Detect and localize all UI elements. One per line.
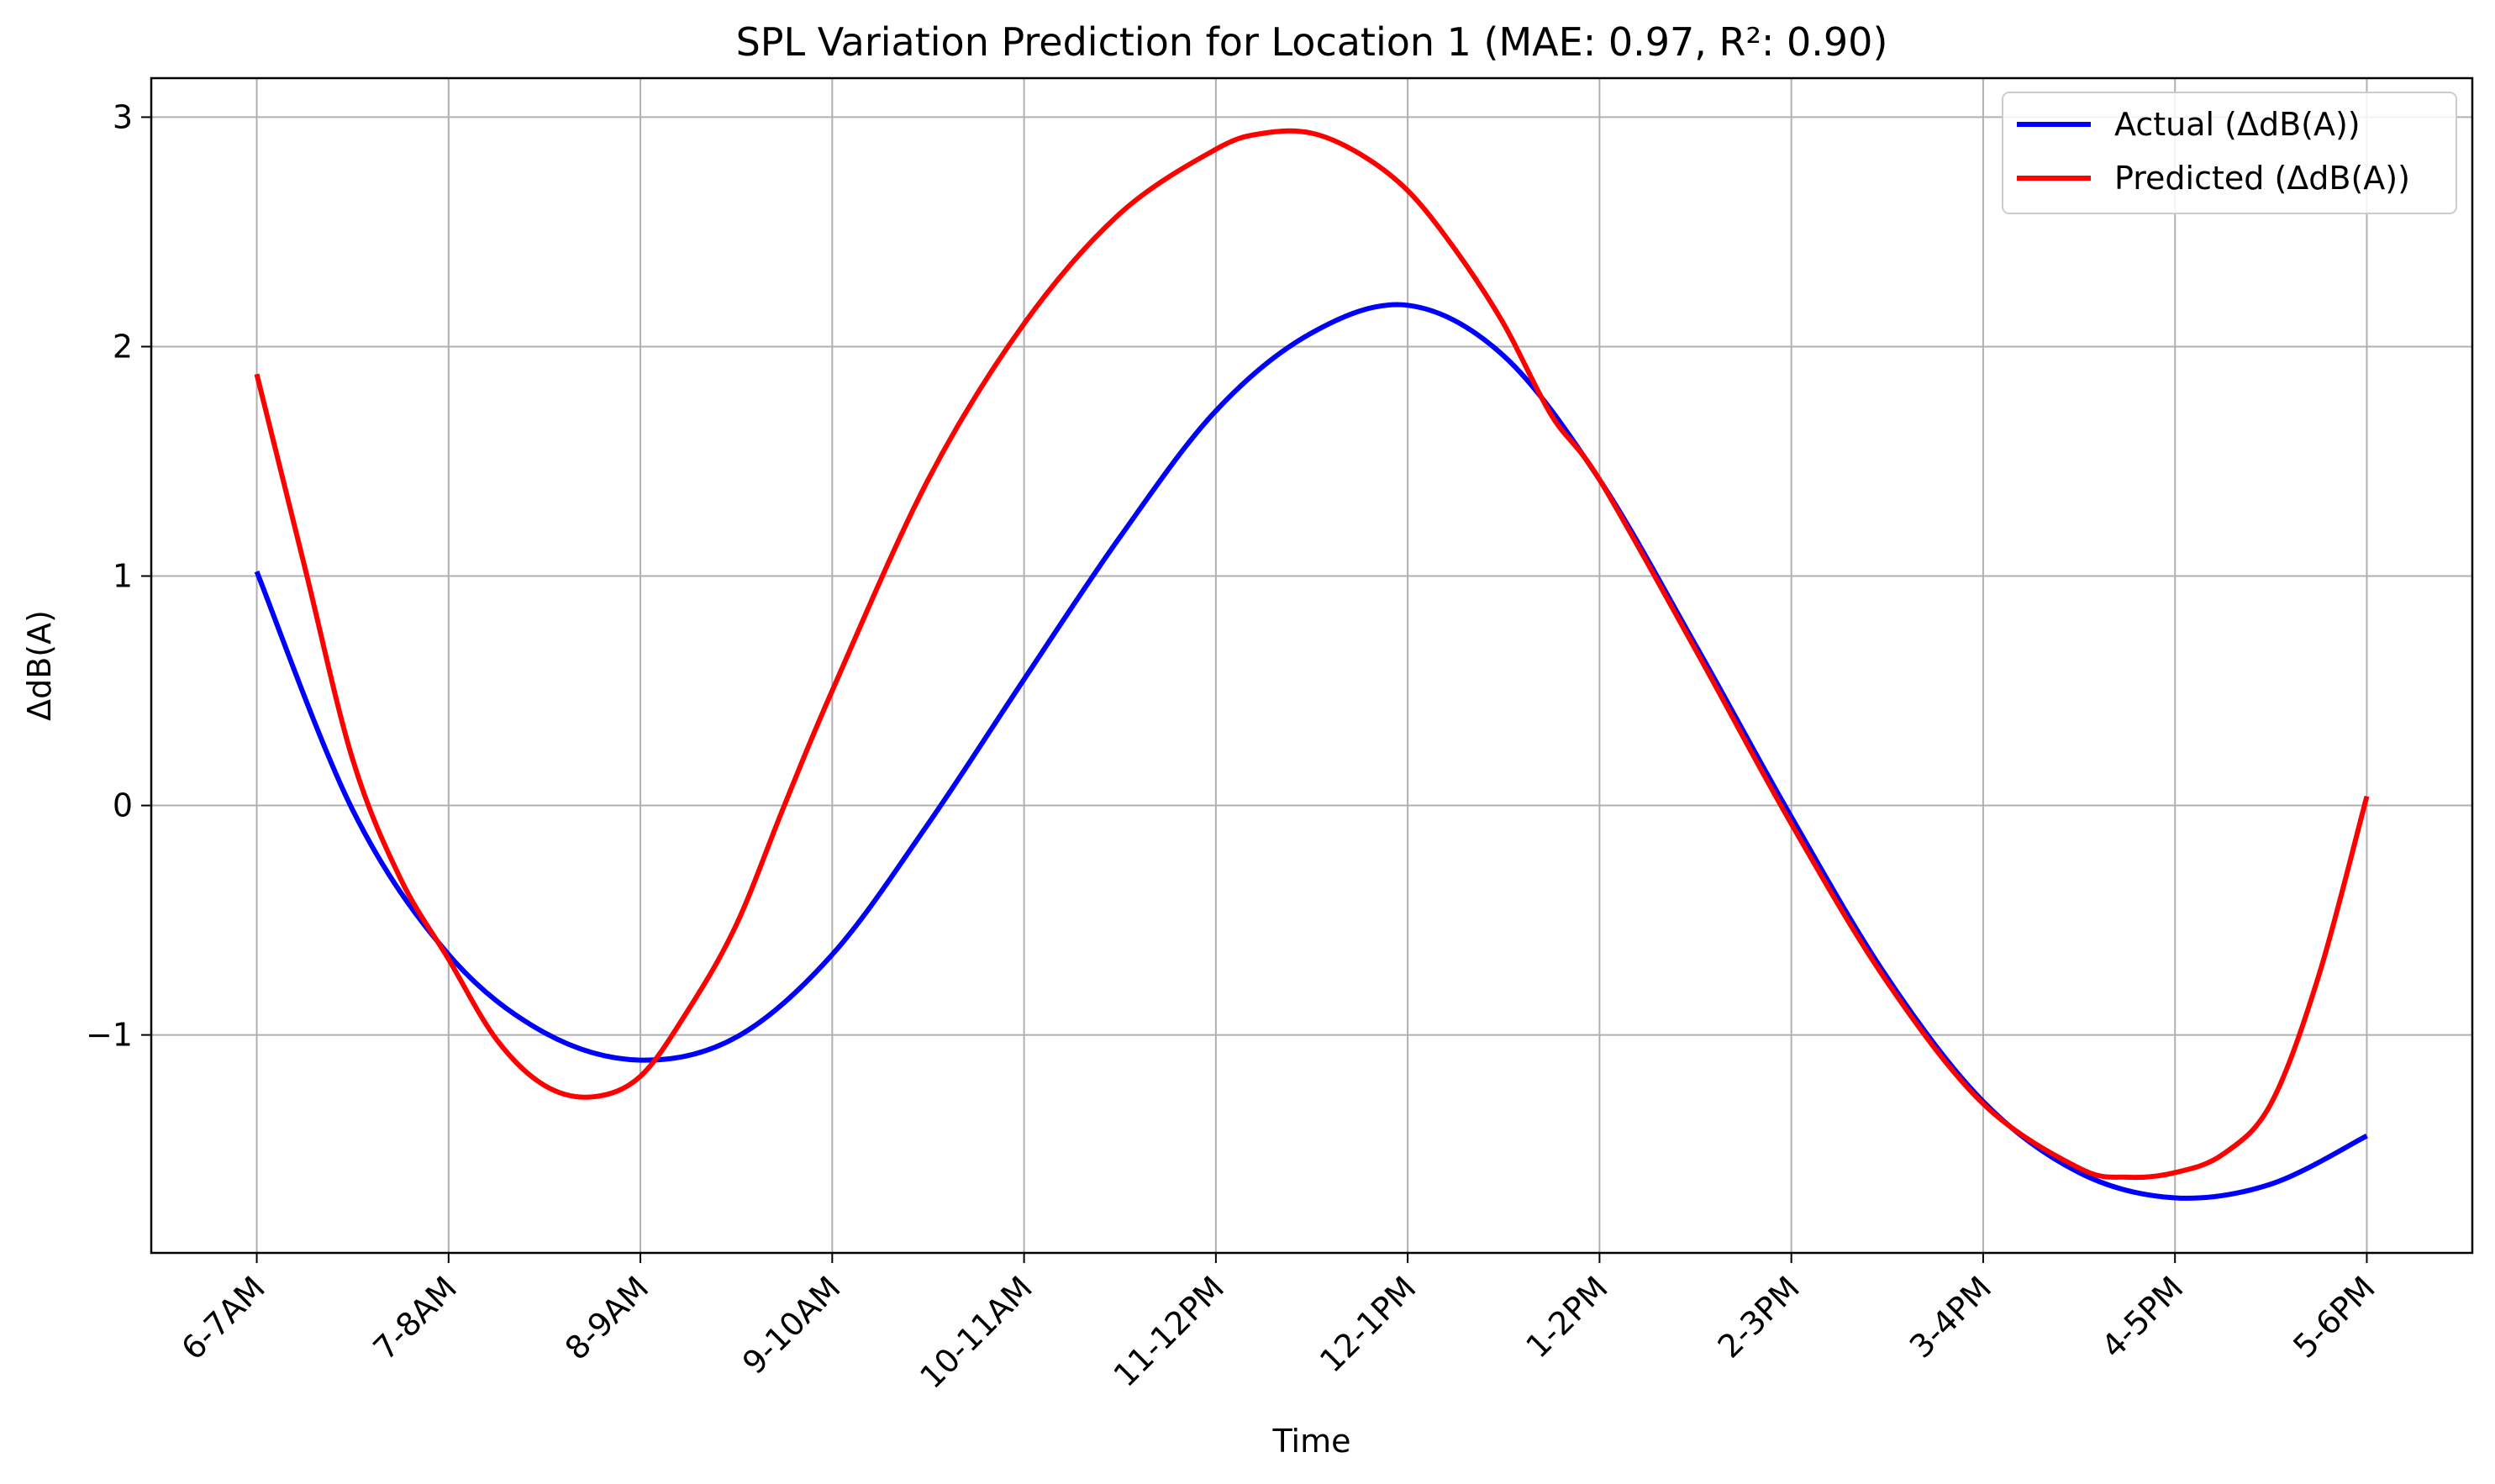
y-axis-label: ΔdB(A): [21, 610, 58, 721]
legend-box: [2002, 92, 2457, 214]
legend-label-predicted: Predicted (ΔdB(A)): [2114, 160, 2410, 197]
x-axis-label: Time: [1272, 1423, 1351, 1460]
plot-area-frame: [150, 76, 2474, 1255]
series-line-predicted: [254, 128, 2370, 1181]
y-tick-label: 2: [113, 328, 133, 365]
y-axis-ticks: −1 0 1 2 3: [86, 98, 151, 1054]
y-tick-label: −1: [86, 1017, 133, 1054]
y-tick-label: 3: [113, 98, 133, 135]
chart-title: SPL Variation Prediction for Location 1 …: [736, 19, 1888, 65]
series-lines: [254, 128, 2370, 1201]
y-tick-label: 1: [113, 558, 133, 595]
legend: Actual (ΔdB(A)) Predicted (ΔdB(A)): [2002, 92, 2457, 214]
y-tick-label: 0: [113, 787, 133, 824]
grid-lines: [151, 78, 2472, 1253]
legend-label-actual: Actual (ΔdB(A)): [2114, 106, 2361, 143]
